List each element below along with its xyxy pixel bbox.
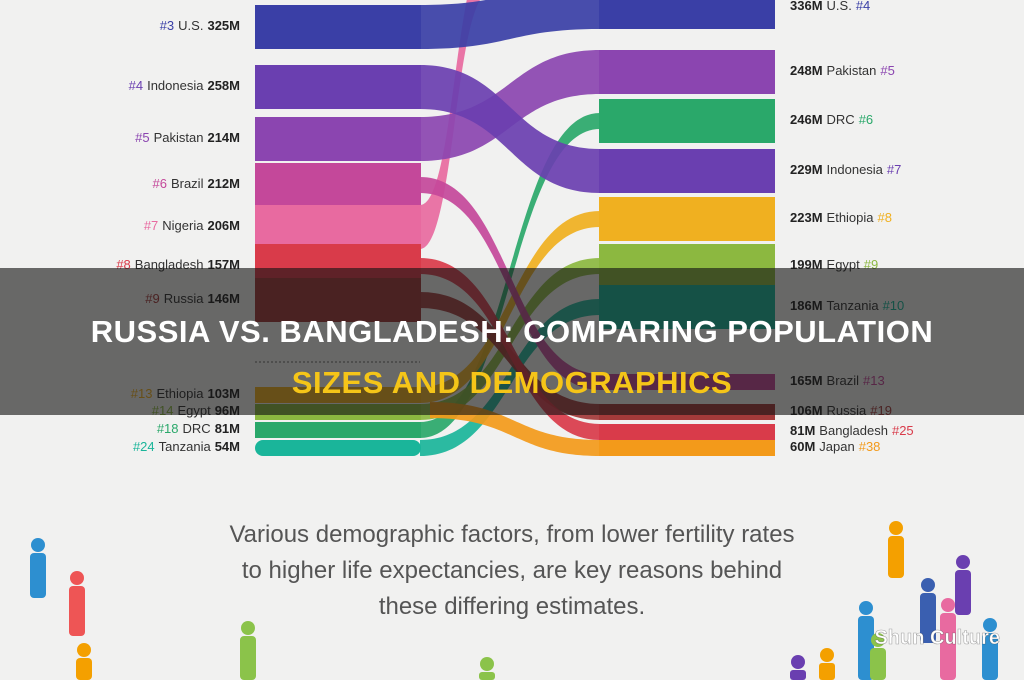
right-label: 81M Bangladesh #25 [790,423,914,438]
rank: #6 [152,176,166,191]
population: 258M [207,78,240,93]
population: 206M [207,218,240,233]
population: 81M [215,421,240,436]
left-label: #3 U.S. 325M [160,18,240,33]
country: Nigeria [162,218,204,233]
country: U.S. [178,18,203,33]
title-band [0,268,1024,415]
left-bar [255,65,421,109]
title-line: SIZES AND DEMOGRAPHICS [292,365,732,400]
left-bar [255,205,421,249]
rank: #24 [133,439,155,454]
left-bar [255,5,421,49]
left-bar [255,117,421,161]
left-bar [255,440,421,456]
rank: #4 [129,78,143,93]
right-label: 248M Pakistan #5 [790,63,895,78]
country: Pakistan [154,130,204,145]
right-bar [599,0,775,29]
left-label: #7 Nigeria 206M [144,218,240,233]
watermark: Shun Culture [874,627,1000,649]
caption-line: to higher life expectancies, are key rea… [242,557,782,584]
country: Brazil [171,176,204,191]
left-label: #4 Indonesia 258M [129,78,240,93]
country: Bangladesh [819,423,888,438]
population: 212M [207,176,240,191]
right-bar [599,149,775,193]
country: Indonesia [827,162,884,177]
rank: #7 [144,218,158,233]
rank: #38 [859,439,881,454]
country: U.S. [827,0,852,13]
rank: #5 [880,63,894,78]
left-label: #18 DRC 81M [157,421,240,436]
country: DRC [183,421,211,436]
country: Japan [819,439,854,454]
population: 54M [215,439,240,454]
right-bar [599,424,775,440]
population: 223M [790,210,823,225]
right-label: 246M DRC #6 [790,112,873,127]
right-label: 229M Indonesia #7 [790,162,901,177]
country: Ethiopia [827,210,875,225]
country: Pakistan [827,63,877,78]
population: 229M [790,162,823,177]
rank: #3 [160,18,174,33]
people [30,521,998,680]
population: 81M [790,423,815,438]
flow [430,402,600,456]
population: 60M [790,439,815,454]
flow [420,65,600,193]
rank: #5 [135,130,149,145]
left-label: #6 Brazil 212M [152,176,240,191]
title-line: RUSSIA VS. BANGLADESH: COMPARING POPULAT… [91,314,933,349]
flow [420,0,600,49]
rank: #18 [157,421,179,436]
flow [420,50,600,161]
rank: #4 [856,0,870,13]
left-bar [255,422,421,438]
rank: #8 [878,210,892,225]
population: 325M [207,18,240,33]
right-label: 60M Japan #38 [790,439,880,454]
right-bar [599,197,775,241]
right-bar [599,99,775,143]
caption-line: Various demographic factors, from lower … [229,521,794,548]
rank: #6 [859,112,873,127]
population: 214M [207,130,240,145]
country: DRC [827,112,855,127]
country: Tanzania [159,439,212,454]
population: 336M [790,0,823,13]
population: 248M [790,63,823,78]
right-label: 336M U.S. #4 [790,0,870,13]
caption-line: these differing estimates. [379,593,645,620]
rank: #7 [887,162,901,177]
country: Indonesia [147,78,204,93]
left-label: #24 Tanzania 54M [133,439,240,454]
rank: #25 [892,423,914,438]
left-label: #5 Pakistan 214M [135,130,240,145]
right-bar [599,440,775,456]
right-bar [599,50,775,94]
right-label: 223M Ethiopia #8 [790,210,892,225]
population: 246M [790,112,823,127]
left-bar [255,163,421,207]
